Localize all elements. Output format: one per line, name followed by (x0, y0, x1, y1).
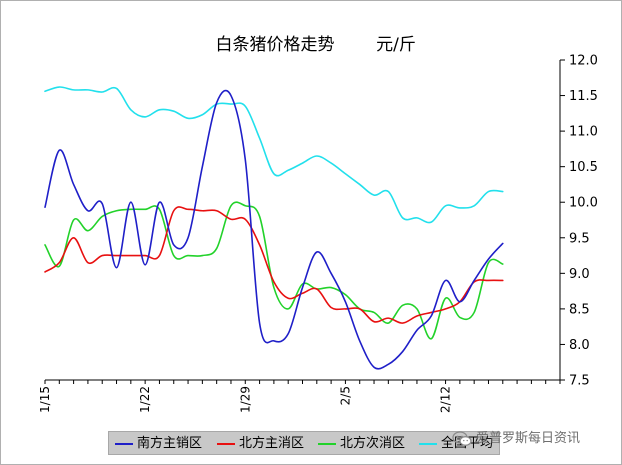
chart-title: 白条猪价格走势 (216, 35, 335, 55)
y-tick-label: 9.0 (569, 267, 590, 282)
x-tick-label: 1/29 (238, 386, 252, 413)
legend-label: 北方主消区 (239, 436, 305, 451)
legend-label: 南方主销区 (137, 436, 203, 451)
y-tick-label: 11.0 (569, 125, 598, 140)
watermark-text: 爱普罗斯每日资讯 (476, 431, 581, 446)
plot-area: 12.0 11.5 11.0 10.5 10.0 9.5 9.0 8.5 8.0 7.5 1/15 1… (38, 54, 598, 413)
legend-swatch (318, 443, 336, 445)
legend-swatch (419, 443, 437, 445)
x-tick-label: 2/12 (439, 386, 453, 413)
legend: 南方主销区 北方主消区 北方次消区 全国平均 (108, 431, 500, 455)
legend-label: 北方次消区 (340, 436, 406, 451)
y-tick-label: 12.0 (569, 54, 598, 69)
chart-unit: 元/斤 (376, 35, 416, 55)
y-tick-label: 7.5 (569, 374, 590, 389)
series-line-north-secondary (44, 201, 504, 340)
y-tick-label: 10.5 (569, 160, 598, 175)
y-tick-label: 11.5 (569, 89, 598, 104)
y-tick-label: 10.0 (569, 196, 598, 211)
x-tick-label: 1/15 (38, 386, 52, 413)
y-tick-label: 8.5 (569, 302, 590, 317)
series-line-south-main (44, 89, 504, 370)
y-tick-label: 8.0 (569, 338, 590, 353)
legend-swatch (217, 443, 235, 445)
y-tick-label: 9.5 (569, 231, 590, 246)
x-tick-label: 1/22 (138, 386, 152, 413)
series-line-national-avg (44, 86, 504, 224)
legend-swatch (115, 443, 133, 445)
x-tick-label: 2/5 (338, 386, 352, 405)
wechat-icon (452, 431, 472, 446)
